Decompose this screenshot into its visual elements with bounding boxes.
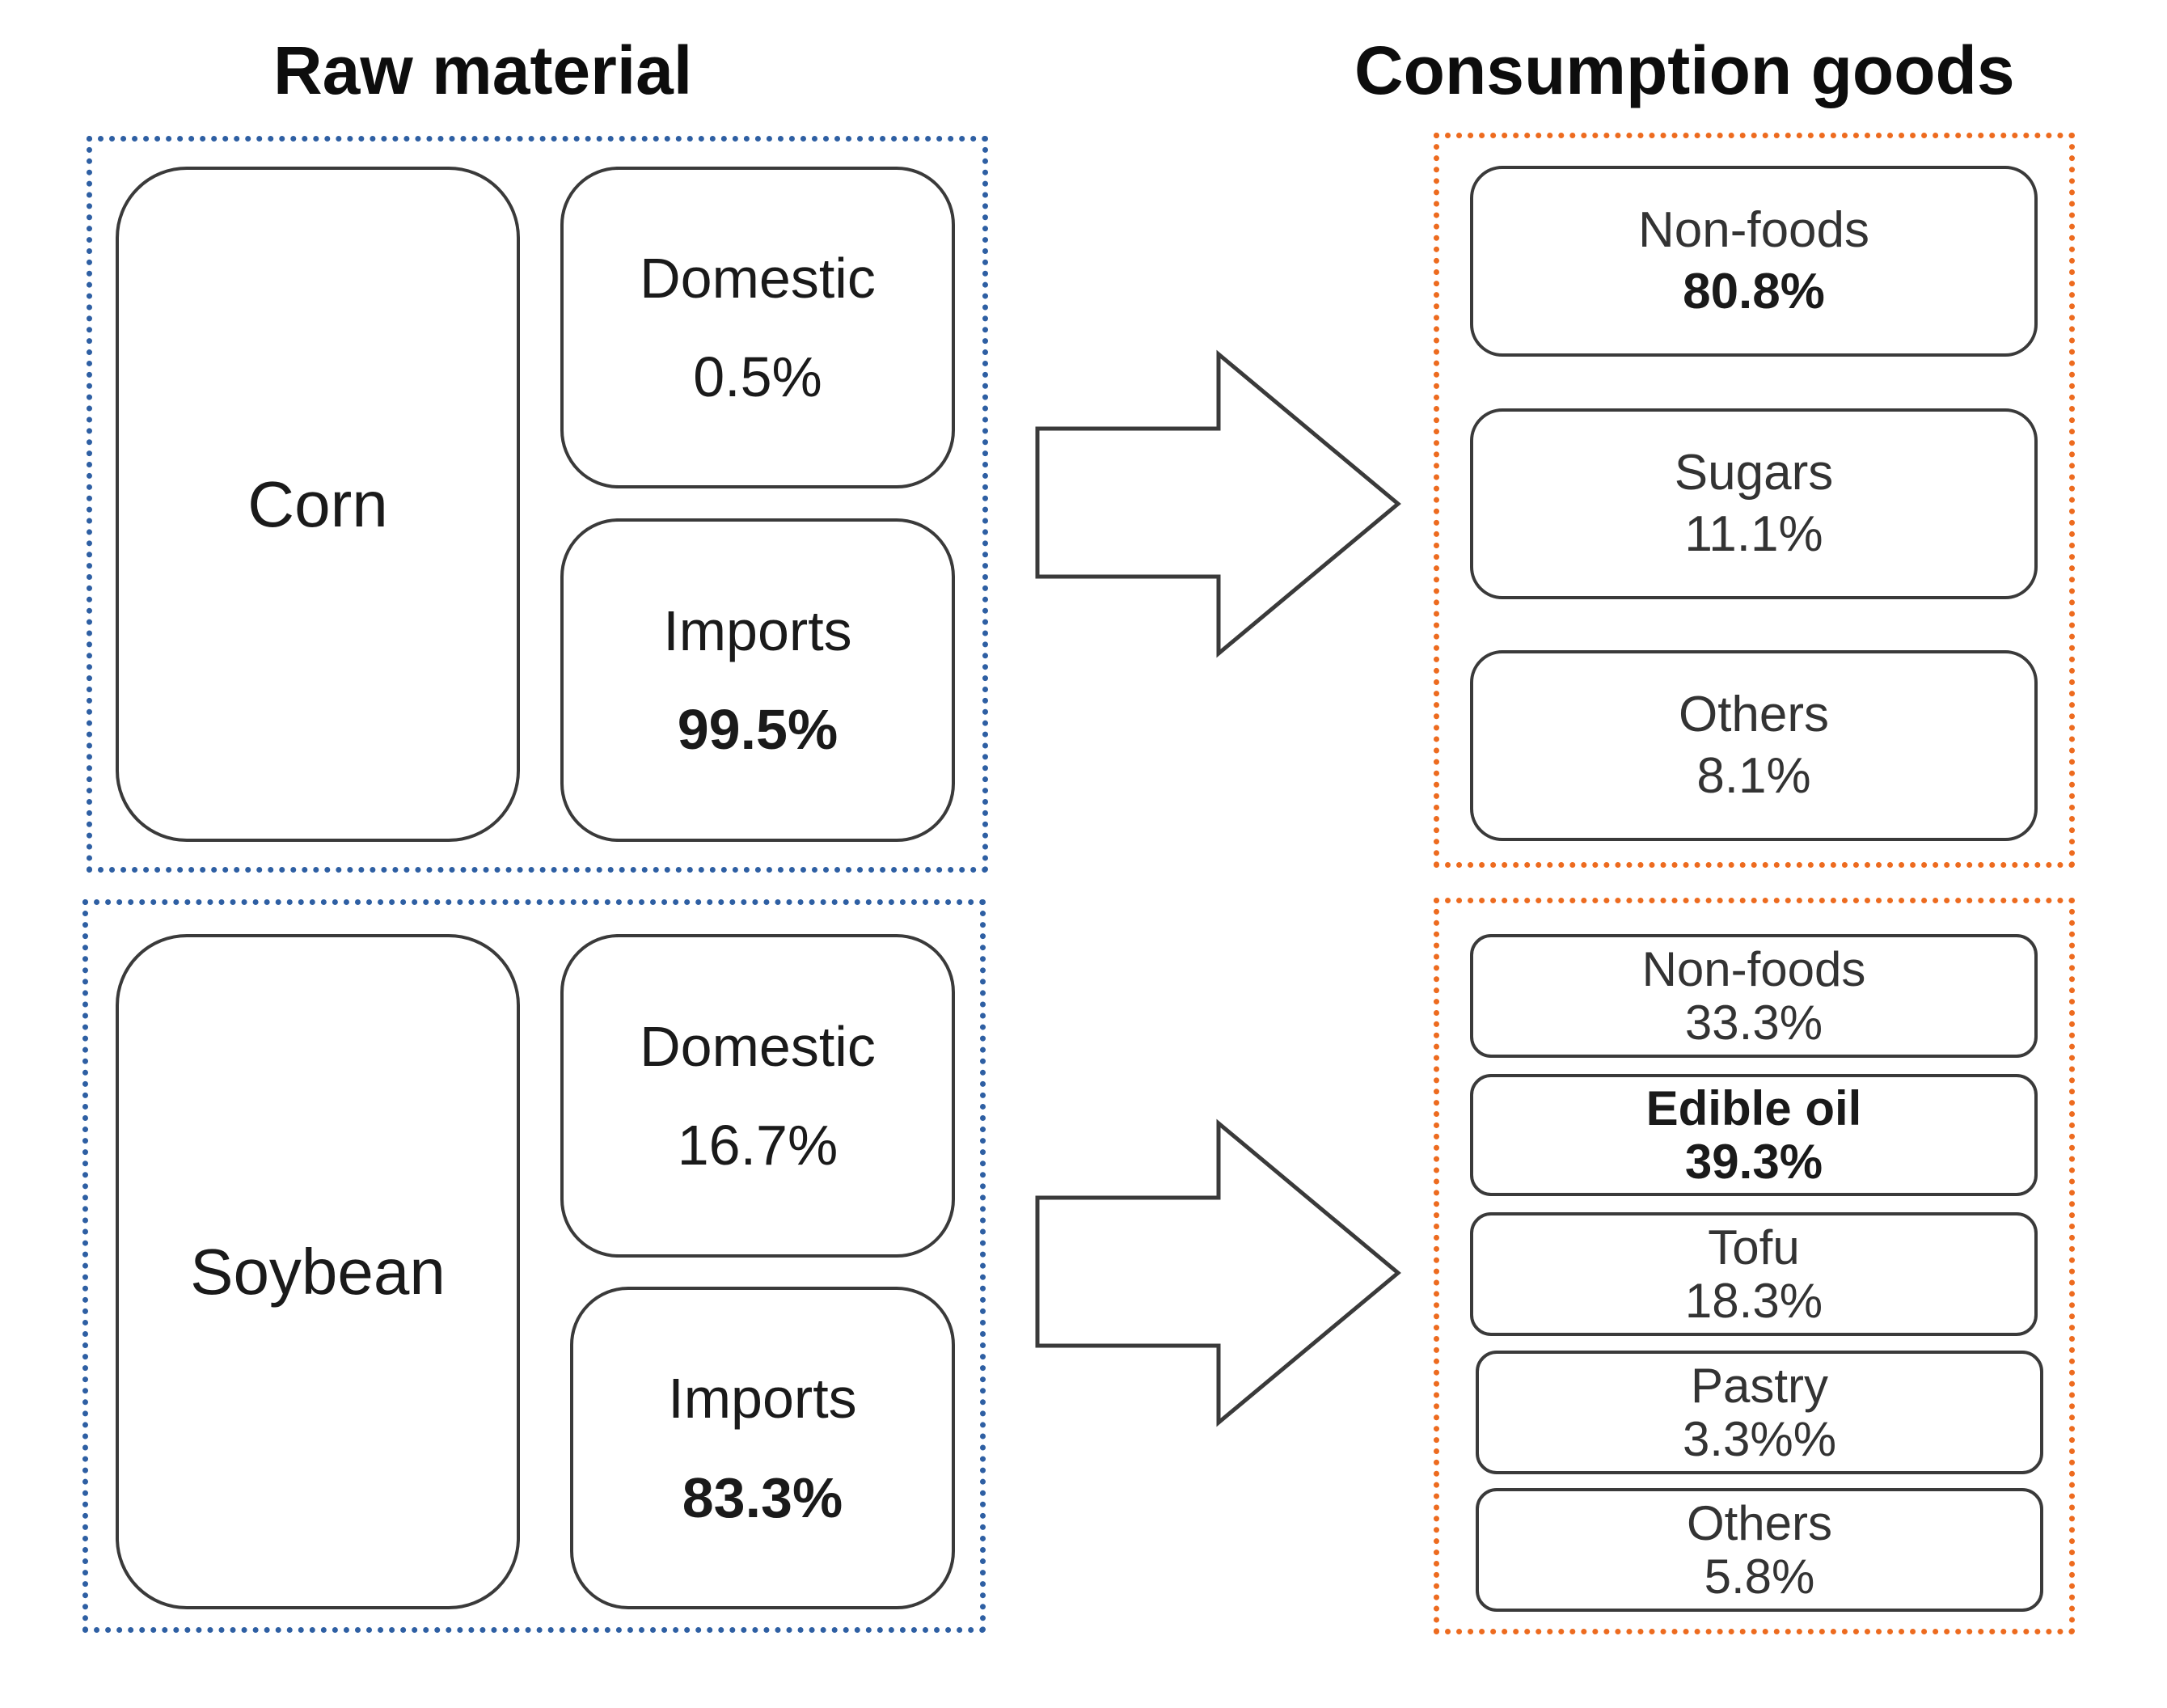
corn-domestic-box: Domestic 0.5% — [560, 167, 955, 488]
soybean-goods-tofu-value: 18.3% — [1684, 1273, 1823, 1328]
soybean-goods-tofu-box: Tofu 18.3% — [1470, 1212, 2038, 1336]
soybean-imports-label: Imports — [668, 1367, 857, 1430]
soybean-goods-others-box: Others 5.8% — [1476, 1488, 2043, 1612]
soybean-goods-nonfoods-box: Non-foods 33.3% — [1470, 934, 2038, 1058]
soybean-goods-edible-oil-value: 39.3% — [1684, 1134, 1823, 1189]
soybean-goods-pastry-label: Pastry — [1690, 1358, 1829, 1413]
corn-goods-sugars-box: Sugars 11.1% — [1470, 408, 2038, 599]
soybean-raw-material-group — [82, 899, 986, 1633]
soybean-goods-pastry-box: Pastry 3.3%% — [1476, 1351, 2043, 1474]
corn-domestic-label: Domestic — [640, 246, 876, 310]
corn-goods-nonfoods-label: Non-foods — [1637, 202, 1870, 259]
soybean-imports-value: 83.3% — [682, 1465, 843, 1529]
consumption-goods-heading: Consumption goods — [1354, 32, 2015, 108]
soybean-label: Soybean — [190, 1235, 446, 1308]
corn-label: Corn — [247, 467, 388, 540]
soybean-domestic-label: Domestic — [640, 1014, 876, 1078]
corn-imports-value: 99.5% — [677, 698, 838, 761]
soybean-goods-tofu-label: Tofu — [1708, 1220, 1800, 1275]
corn-goods-sugars-value: 11.1% — [1684, 506, 1823, 562]
soybean-flow-arrow — [1035, 1118, 1401, 1427]
soybean-goods-nonfoods-label: Non-foods — [1641, 941, 1866, 996]
raw-material-heading: Raw material — [273, 32, 693, 108]
soybean-goods-pastry-value: 3.3%% — [1682, 1411, 1837, 1466]
soybean-goods-edible-oil-box: Edible oil 39.3% — [1470, 1074, 2038, 1196]
corn-box: Corn — [116, 167, 520, 842]
soybean-goods-others-label: Others — [1686, 1495, 1833, 1550]
corn-goods-nonfoods-box: Non-foods 80.8% — [1470, 166, 2038, 357]
corn-goods-sugars-label: Sugars — [1674, 445, 1834, 501]
corn-goods-others-box: Others 8.1% — [1470, 650, 2038, 841]
corn-goods-nonfoods-value: 80.8% — [1683, 264, 1825, 319]
soybean-box: Soybean — [116, 934, 520, 1609]
soybean-goods-nonfoods-value: 33.3% — [1684, 995, 1823, 1050]
soybean-consumption-goods-group — [1434, 898, 2075, 1634]
soybean-goods-others-value: 5.8% — [1704, 1549, 1815, 1604]
soybean-goods-edible-oil-label: Edible oil — [1645, 1080, 1862, 1135]
corn-domestic-value: 0.5% — [693, 345, 822, 408]
corn-imports-box: Imports 99.5% — [560, 518, 955, 842]
soybean-domestic-value: 16.7% — [677, 1114, 838, 1177]
soybean-domestic-box: Domestic 16.7% — [560, 934, 955, 1258]
corn-goods-others-label: Others — [1678, 687, 1830, 743]
corn-imports-label: Imports — [663, 598, 852, 662]
corn-goods-others-value: 8.1% — [1696, 748, 1811, 804]
soybean-imports-box: Imports 83.3% — [570, 1287, 955, 1609]
corn-flow-arrow — [1035, 349, 1401, 658]
corn-raw-material-group — [87, 136, 988, 873]
corn-consumption-goods-group — [1434, 133, 2075, 868]
